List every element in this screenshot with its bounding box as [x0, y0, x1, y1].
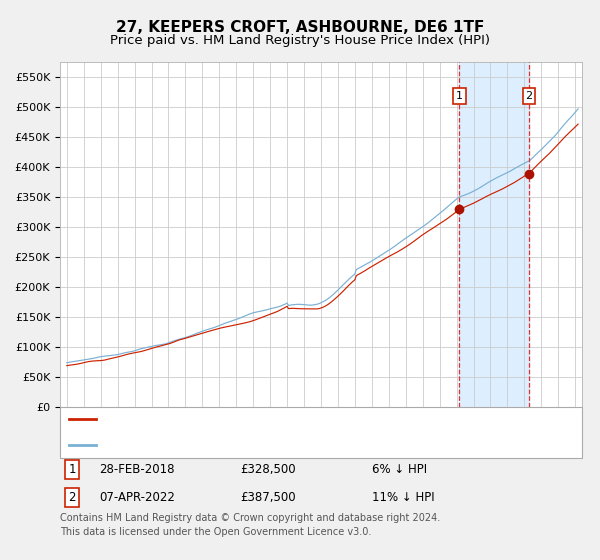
Text: Contains HM Land Registry data © Crown copyright and database right 2024.: Contains HM Land Registry data © Crown c…	[60, 513, 440, 523]
Text: £387,500: £387,500	[240, 491, 296, 503]
Text: 2: 2	[68, 491, 76, 503]
Text: 28-FEB-2018: 28-FEB-2018	[99, 463, 175, 476]
Text: Price paid vs. HM Land Registry's House Price Index (HPI): Price paid vs. HM Land Registry's House …	[110, 34, 490, 46]
Text: 27, KEEPERS CROFT, ASHBOURNE, DE6 1TF: 27, KEEPERS CROFT, ASHBOURNE, DE6 1TF	[116, 20, 484, 35]
Text: 27, KEEPERS CROFT, ASHBOURNE, DE6 1TF (detached house): 27, KEEPERS CROFT, ASHBOURNE, DE6 1TF (d…	[102, 413, 466, 426]
Text: 2: 2	[526, 91, 533, 101]
Text: 1: 1	[456, 91, 463, 101]
Text: 6% ↓ HPI: 6% ↓ HPI	[372, 463, 427, 476]
Text: 1: 1	[68, 463, 76, 476]
Text: 07-APR-2022: 07-APR-2022	[99, 491, 175, 503]
Bar	[459, 62, 529, 407]
Text: HPI: Average price, detached house, Derbyshire Dales: HPI: Average price, detached house, Derb…	[102, 439, 422, 452]
Text: This data is licensed under the Open Government Licence v3.0.: This data is licensed under the Open Gov…	[60, 526, 371, 536]
Text: 11% ↓ HPI: 11% ↓ HPI	[372, 491, 434, 503]
Text: £328,500: £328,500	[240, 463, 296, 476]
